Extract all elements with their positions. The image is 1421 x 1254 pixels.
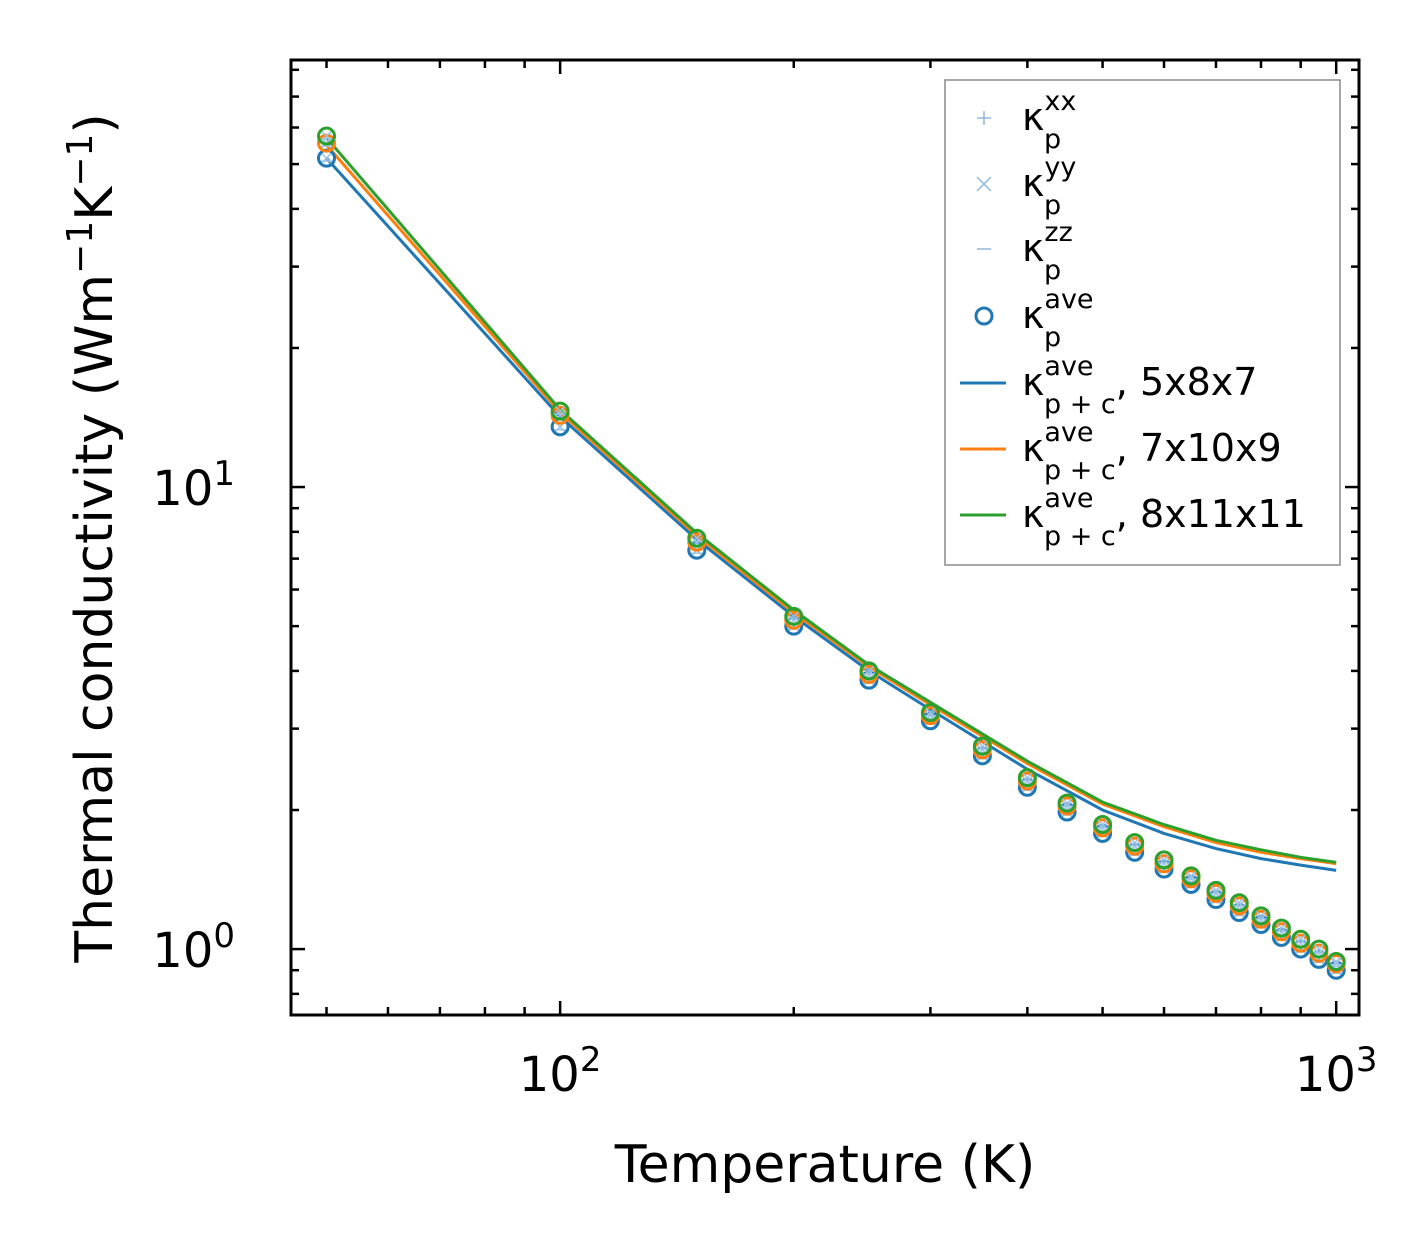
legend-entry-5-symbol: κ: [1022, 426, 1044, 470]
x-tick-label: 103: [1295, 1040, 1378, 1103]
x-tick-label-exp: 3: [1356, 1040, 1378, 1080]
legend-entry-2-label: κzz p: [1022, 217, 1073, 286]
legend-entry-1-symbol: κ: [1022, 161, 1044, 205]
x-tick-label-base: 10: [519, 1047, 580, 1103]
point-ave-5x8x7: [1291, 939, 1311, 959]
y-tick-label: 101: [152, 454, 235, 517]
point-ave-8x11x11: [1093, 815, 1113, 835]
legend-entry-5-sup: ave: [1044, 417, 1093, 448]
y-label-exp2: −1: [60, 134, 101, 187]
x-tick-label: 102: [519, 1040, 602, 1103]
point-ave-8x11x11: [550, 401, 570, 421]
legend-entry-3-label: κave p: [1022, 284, 1094, 353]
point-ave-8x11x11: [859, 661, 879, 681]
legend-entry-4-symbol: κ: [1022, 360, 1044, 404]
point-ave-5x8x7: [1206, 890, 1226, 910]
legend-entry-4-tail: , 5x8x7: [1116, 360, 1258, 404]
legend-entry-5-sub: p + c: [1044, 455, 1116, 486]
legend-entry-1-marker: [976, 176, 992, 192]
legend-box: [944, 79, 1341, 566]
point-ave-8x11x11: [1181, 866, 1201, 886]
legend-entry-6-tail: , 8x11x11: [1116, 492, 1306, 536]
point-ave-8x11x11: [1251, 906, 1271, 926]
point-ave-5x8x7: [859, 670, 879, 690]
point-ave-8x11x11: [1326, 951, 1346, 971]
y-tick-label-base: 10: [152, 923, 213, 979]
legend-entry-3-symbol: κ: [1022, 293, 1044, 337]
y-tick-label-exp: 0: [213, 916, 235, 956]
y-tick-label-base: 10: [152, 461, 213, 517]
point-ave-5x8x7: [1125, 842, 1145, 862]
legend-entry-5-label: κave p + c, 7x10x9: [1022, 417, 1282, 486]
x-tick-label-exp: 2: [580, 1040, 602, 1080]
point-ave-8x11x11: [1291, 929, 1311, 949]
point-ave-8x11x11: [1309, 939, 1329, 959]
point-ave-5x8x7: [1154, 859, 1174, 879]
point-ave-8x11x11: [687, 528, 707, 548]
legend-entry-0-label: κxx p: [1022, 86, 1076, 155]
point-ave-8x11x11: [972, 736, 992, 756]
legend-entry-0-sub: p: [1044, 124, 1061, 155]
data-points: [317, 126, 1346, 980]
legend-entry-6-label: κave p + c, 8x11x11: [1022, 483, 1306, 552]
point-ave-8x11x11: [1154, 850, 1174, 870]
point-ave-8x11x11: [317, 126, 337, 146]
legend-entry-6-symbol: κ: [1022, 492, 1044, 536]
y-axis-label: Thermal conductivity (Wm−1K−1): [60, 113, 125, 963]
point-ave-8x11x11: [920, 703, 940, 723]
legend-entry-6-sub: p + c: [1044, 521, 1116, 552]
point-ave-5x8x7: [784, 616, 804, 636]
y-label-end: ): [65, 113, 125, 133]
point-ave-5x8x7: [972, 746, 992, 766]
legend-entry-4-label: κave p + c, 5x8x7: [1022, 351, 1257, 420]
legend-entry-1-sub: p: [1044, 190, 1061, 221]
legend-entry-3-sup: ave: [1044, 284, 1093, 315]
legend-entry-0-symbol: κ: [1022, 95, 1044, 139]
legend-entry-2-sup: zz: [1044, 217, 1072, 248]
y-label-exp1: −1: [60, 221, 101, 274]
legend-entry-2-sub: p: [1044, 255, 1061, 286]
point-ave-8x11x11: [1017, 768, 1037, 788]
legend-entry-1-sup: yy: [1044, 152, 1076, 183]
y-tick-label-exp: 1: [213, 454, 235, 494]
point-ave-5x8x7: [1271, 927, 1291, 947]
point-ave-8x11x11: [1271, 918, 1291, 938]
legend-entry-6-sup: ave: [1044, 483, 1093, 514]
point-ave-8x11x11: [1057, 793, 1077, 813]
y-label-base: Thermal conductivity (Wm: [65, 274, 125, 964]
legend-entry-1-label: κyy p: [1022, 152, 1076, 221]
legend-entry-3-marker: [974, 306, 994, 326]
point-ave-5x8x7: [1229, 902, 1249, 922]
y-tick-label: 100: [152, 916, 235, 979]
y-label-mid: K: [65, 185, 125, 221]
legend-entry-4-sub: p + c: [1044, 389, 1116, 420]
x-tick-label-base: 10: [1295, 1047, 1356, 1103]
plot-frame: [289, 58, 1361, 1017]
legend-entry-3-sub: p: [1044, 322, 1061, 353]
x-axis-label: Temperature (K): [614, 1135, 1036, 1195]
legend-entry-4-sup: ave: [1044, 351, 1093, 382]
legend-entry-5-tail: , 7x10x9: [1116, 426, 1282, 470]
legend-entry-0-sup: xx: [1044, 86, 1076, 117]
legend-entry-2-symbol: κ: [1022, 226, 1044, 270]
point-ave-8x11x11: [1206, 880, 1226, 900]
point-ave-5x8x7: [1017, 777, 1037, 797]
point-ave-8x11x11: [784, 606, 804, 626]
point-ave-8x11x11: [1229, 893, 1249, 913]
point-ave-8x11x11: [1125, 833, 1145, 853]
